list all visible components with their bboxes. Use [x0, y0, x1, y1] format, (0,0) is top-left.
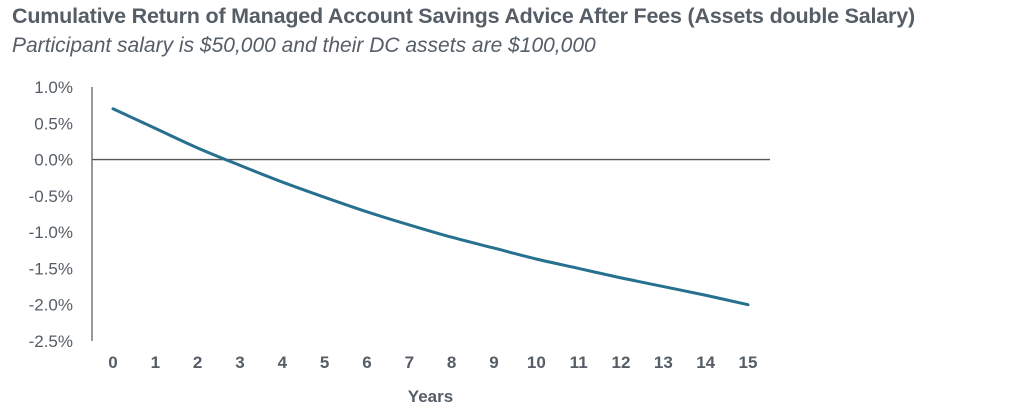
- y-tick-label: -2.0%: [29, 296, 73, 315]
- x-tick-label: 3: [235, 353, 244, 372]
- series-line: [111, 107, 750, 307]
- y-tick-label: 0.5%: [34, 114, 73, 133]
- x-tick-label: 2: [193, 353, 202, 372]
- chart-subtitle: Participant salary is $50,000 and their …: [12, 34, 596, 57]
- x-tick-label: 8: [447, 353, 456, 372]
- x-tick-label: 4: [278, 353, 288, 372]
- series-group: [111, 107, 750, 307]
- y-tick-label: -2.5%: [29, 332, 73, 351]
- x-tick-label: 6: [362, 353, 371, 372]
- chart-title: Cumulative Return of Managed Account Sav…: [12, 4, 915, 28]
- x-tick-label: 0: [108, 353, 117, 372]
- x-tick-label: 12: [612, 353, 631, 372]
- x-axis: 0 1 2 3 4 5 6 7 8 9 10 11 12 13 14 15: [108, 353, 757, 372]
- x-tick-label: 7: [405, 353, 414, 372]
- y-tick-label: 0.0%: [34, 151, 73, 170]
- x-tick-label: 5: [320, 353, 329, 372]
- x-axis-title: Years: [408, 387, 453, 406]
- x-tick-label: 14: [696, 353, 715, 372]
- y-axis: 1.0% 0.5% 0.0% -0.5% -1.0% -1.5% -2.0% -2.5%: [29, 78, 93, 351]
- x-tick-label: 11: [570, 353, 588, 372]
- x-tick-label: 15: [739, 353, 758, 372]
- y-tick-label: -1.0%: [29, 223, 73, 242]
- x-tick-label: 9: [489, 353, 498, 372]
- y-tick-label: -0.5%: [29, 187, 73, 206]
- y-tick-label: -1.5%: [29, 259, 73, 278]
- x-tick-label: 10: [527, 353, 546, 372]
- x-tick-label: 1: [151, 353, 160, 372]
- y-tick-label: 1.0%: [34, 78, 73, 97]
- x-tick-label: 13: [654, 353, 673, 372]
